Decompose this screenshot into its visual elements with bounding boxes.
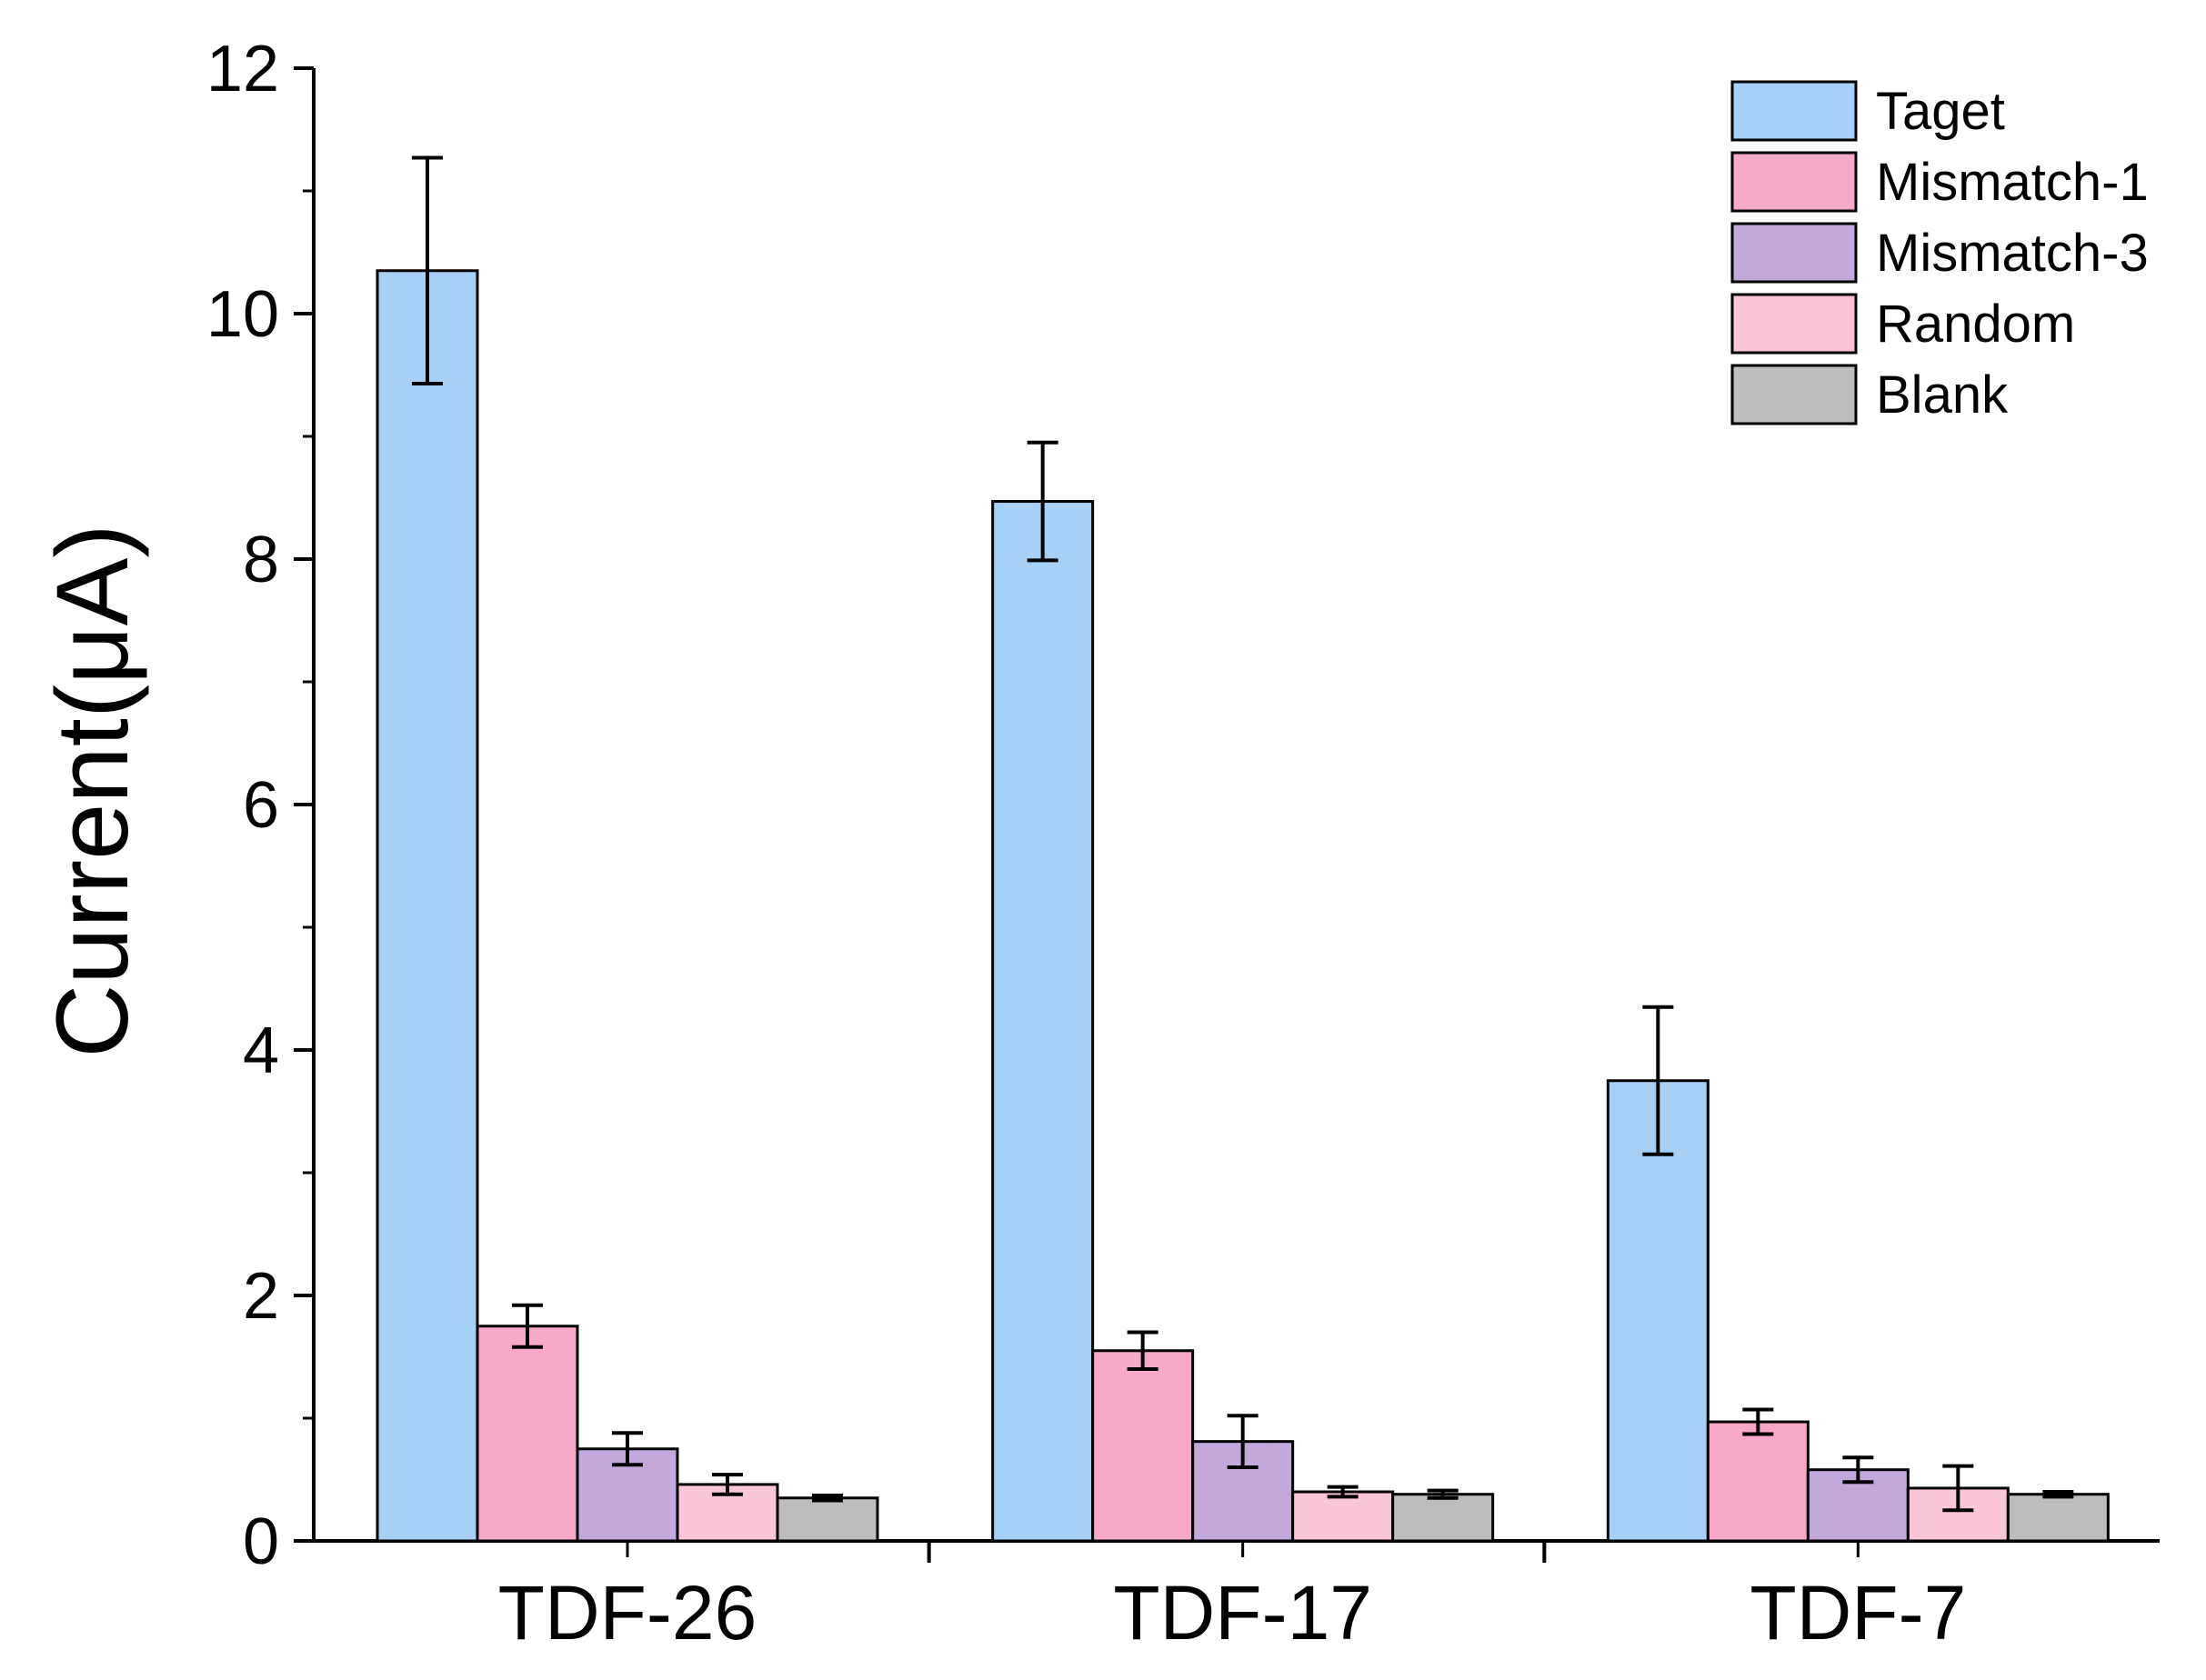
bar-taget-tdf-26 bbox=[376, 269, 479, 1543]
bar-taget-tdf-17 bbox=[991, 500, 1095, 1543]
legend-label-taget: Taget bbox=[1876, 82, 2005, 141]
legend-swatch-blank bbox=[1730, 364, 1858, 425]
legend-swatch-mismatch-1 bbox=[1730, 151, 1858, 213]
y-axis-title: Current(μA) bbox=[35, 524, 149, 1057]
bar-mismatch-1-tdf-17 bbox=[1091, 1349, 1195, 1543]
y-tick-label: 8 bbox=[243, 524, 279, 596]
legend-label-mismatch-1: Mismatch-1 bbox=[1876, 153, 2149, 212]
bar-blank-tdf-17 bbox=[1391, 1493, 1495, 1543]
legend-swatch-random bbox=[1730, 293, 1858, 355]
bar-taget-tdf-7 bbox=[1606, 1079, 1710, 1543]
bar-mismatch-1-tdf-26 bbox=[476, 1325, 579, 1543]
y-tick-label: 4 bbox=[243, 1015, 279, 1087]
bar-random-tdf-7 bbox=[1906, 1486, 2010, 1543]
x-tick-label: TDF-17 bbox=[1113, 1570, 1372, 1655]
bar-blank-tdf-26 bbox=[776, 1496, 879, 1543]
legend-swatch-taget bbox=[1730, 80, 1858, 142]
bar-random-tdf-17 bbox=[1291, 1490, 1395, 1543]
bar-mismatch-1-tdf-7 bbox=[1706, 1420, 1810, 1543]
legend-label-mismatch-3: Mismatch-3 bbox=[1876, 224, 2149, 283]
bar-blank-tdf-7 bbox=[2006, 1493, 2110, 1543]
legend-swatch-mismatch-3 bbox=[1730, 222, 1858, 284]
y-tick-label: 10 bbox=[206, 278, 279, 351]
y-tick-label: 12 bbox=[206, 33, 279, 105]
y-tick-label: 2 bbox=[243, 1260, 279, 1333]
y-tick-label: 6 bbox=[243, 769, 279, 842]
chart-legend: Taget Mismatch-1 Mismatch-3 Random Blank bbox=[1730, 80, 2149, 425]
legend-label-random: Random bbox=[1876, 295, 2075, 354]
legend-label-blank: Blank bbox=[1876, 365, 2009, 425]
y-tick-label: 0 bbox=[243, 1505, 279, 1578]
x-tick-label: TDF-26 bbox=[498, 1570, 757, 1655]
chart-axes: 0 2 4 6 8 10 12 TDF-26 TDF-17 TDF-7 bbox=[206, 33, 2160, 1655]
chart-bars bbox=[376, 155, 2110, 1543]
x-tick-label: TDF-7 bbox=[1750, 1570, 1966, 1655]
